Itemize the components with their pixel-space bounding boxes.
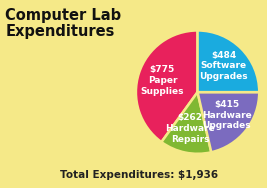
Wedge shape xyxy=(198,30,259,92)
Wedge shape xyxy=(136,30,198,142)
Text: $415
Hardware
Upgrades: $415 Hardware Upgrades xyxy=(202,100,251,130)
Text: $484
Software
Upgrades: $484 Software Upgrades xyxy=(199,51,248,81)
Text: Computer Lab
Expenditures: Computer Lab Expenditures xyxy=(5,8,121,39)
Text: $775
Paper
Supplies: $775 Paper Supplies xyxy=(141,65,184,96)
Wedge shape xyxy=(198,92,259,152)
Text: Total Expenditures: $1,936: Total Expenditures: $1,936 xyxy=(60,171,218,180)
Wedge shape xyxy=(162,92,211,154)
Text: $262
Hardware
Repairs: $262 Hardware Repairs xyxy=(165,113,215,144)
